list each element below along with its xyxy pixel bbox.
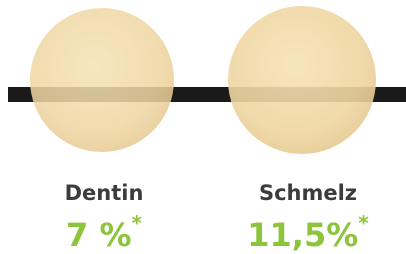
item-value: 11,5%*: [247, 211, 369, 254]
picture: Dentin 7 %* Schmelz 11,5%*: [0, 0, 406, 254]
dentin-disc: [30, 8, 174, 152]
footnote-mark: *: [132, 211, 143, 235]
footnote-mark: *: [358, 211, 369, 235]
item-name: Dentin: [65, 181, 144, 205]
value-text: 11,5%: [247, 216, 358, 254]
item-value: 7 %*: [66, 211, 142, 254]
value-text: 7 %: [66, 216, 131, 254]
schmelz-disc: [228, 6, 376, 154]
item-name: Schmelz: [259, 181, 357, 205]
